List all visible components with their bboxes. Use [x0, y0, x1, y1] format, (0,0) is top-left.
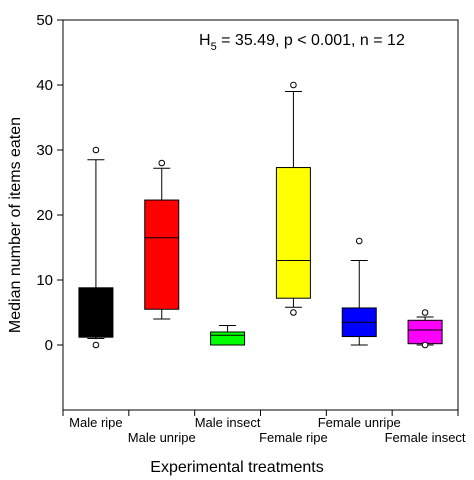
annotation-statistics: = 35.49, p < 0.001, n = 12 [217, 32, 405, 49]
outlier-point [355, 237, 363, 245]
box-group [341, 237, 377, 346]
y-tick-label: 50 [36, 12, 53, 29]
box-group [407, 309, 443, 349]
labels-layer: H5 = 35.49, p < 0.001, n = 12 Experiment… [7, 32, 405, 476]
x-axis-title: Experimental treatments [150, 459, 323, 476]
annotation-h-subscript: 5 [211, 41, 217, 53]
box-iqr [407, 319, 443, 345]
x-category-label: Female unripe [318, 415, 401, 430]
box-iqr [78, 287, 114, 338]
annotation-h-letter: H [199, 32, 211, 49]
x-category-label: Male insect [195, 415, 261, 430]
box-group [78, 146, 114, 349]
outlier-point [421, 309, 429, 316]
outlier-point [158, 159, 166, 167]
box-iqr [210, 331, 246, 346]
outlier-point [290, 309, 297, 316]
boxes-layer [78, 81, 443, 349]
y-tick-label: 10 [36, 272, 53, 289]
box-group [210, 325, 246, 346]
plot-frame [62, 19, 459, 411]
outlier-point [92, 341, 100, 349]
y-tick-label: 40 [36, 77, 53, 94]
box-iqr [275, 167, 311, 299]
box-iqr [144, 199, 180, 310]
box-group [144, 159, 180, 320]
outlier-point [290, 81, 297, 89]
y-tick-label: 20 [36, 207, 53, 224]
outlier-point [92, 146, 100, 154]
statistics-annotation: H5 = 35.49, p < 0.001, n = 12 [199, 32, 405, 53]
x-category-label: Male ripe [69, 415, 122, 430]
outlier-point [421, 341, 429, 349]
box-group [275, 81, 311, 316]
x-category-label: Male unripe [128, 430, 196, 445]
y-tick-label: 0 [45, 337, 53, 354]
x-category-label: Female ripe [259, 430, 328, 445]
y-axis-title: Median number of items eaten [7, 117, 24, 333]
y-tick-label: 30 [36, 142, 53, 159]
x-category-label: Female insect [385, 430, 466, 445]
